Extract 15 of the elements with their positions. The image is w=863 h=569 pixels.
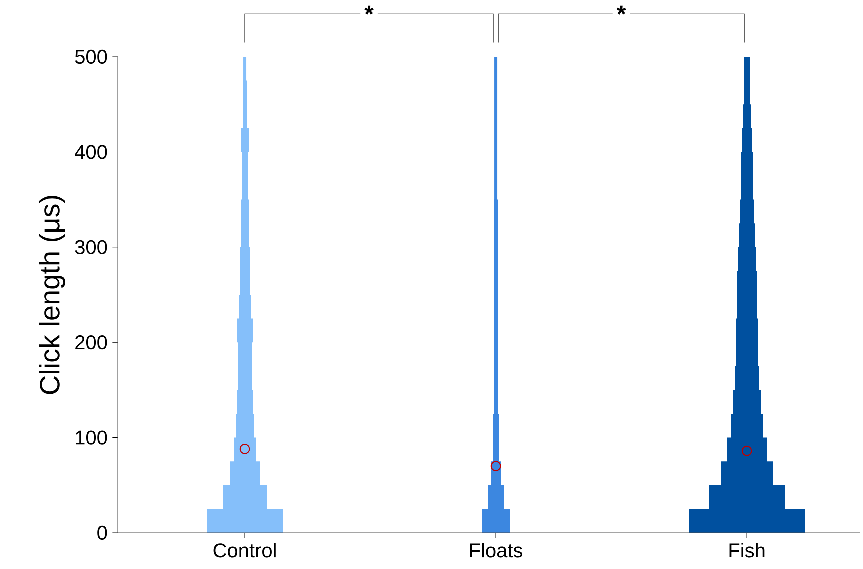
y-axis-title: Click length (μs) (39, 196, 66, 394)
x-tick-label: Fish (730, 543, 765, 558)
point (240, 444, 250, 454)
x-tick-label: Control (214, 543, 276, 558)
text: * (616, 6, 626, 15)
y-tick-label: 200 (76, 336, 108, 350)
y-tick-label: 300 (75, 240, 108, 254)
x-tick-label: Floats (470, 543, 523, 558)
text: * (364, 6, 374, 15)
point (490, 461, 502, 472)
y-tick-label: 500 (75, 50, 108, 64)
point (742, 446, 752, 456)
y-tick-label: 100 (76, 430, 108, 445)
y-tick-label: 0 (98, 526, 108, 540)
y-tick-label: 400 (75, 145, 108, 160)
